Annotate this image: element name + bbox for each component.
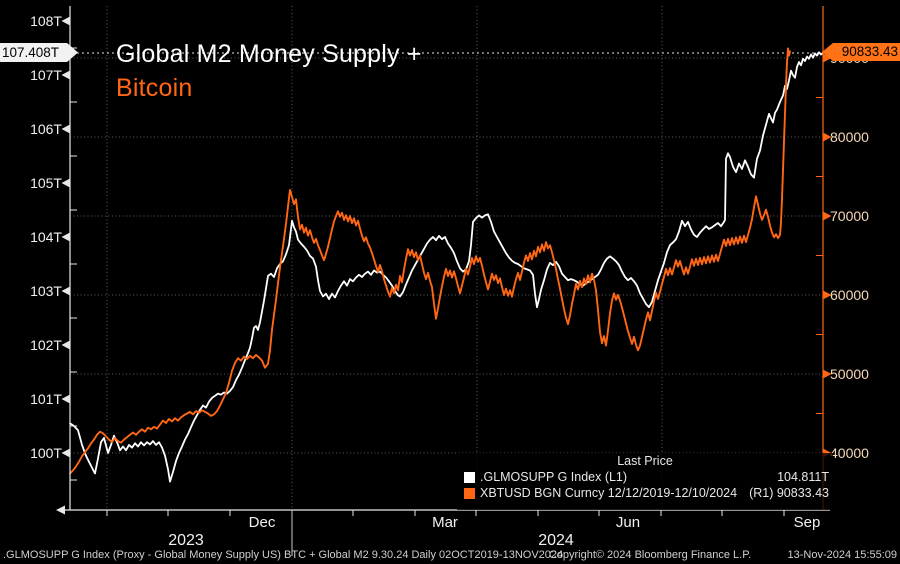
x-axis-start-arrow-icon (56, 505, 65, 515)
legend-value: 104.811T (777, 470, 829, 484)
legend-row-glmosupp[interactable]: .GLMOSUPP G Index (L1) 104.811T (457, 469, 833, 485)
left-axis-tick-arrow-icon (61, 340, 70, 350)
chart-title-line1: Global M2 Money Supply + (116, 40, 422, 68)
right-axis-tick-label: 70000 (830, 208, 869, 224)
legend-header: Last Price (617, 454, 673, 468)
status-bar-copyright: Copyright© 2024 Bloomberg Finance L.P. (548, 549, 752, 561)
x-axis-month-label: Sep (793, 514, 821, 531)
legend-row-xbtusd[interactable]: XBTUSD BGN Curncy 12/12/2019-12/10/2024 … (457, 485, 833, 501)
right-axis-tick-arrow-icon (823, 290, 832, 300)
left-axis-tick-arrow-icon (61, 286, 70, 296)
white-series-swatch-icon (464, 471, 475, 483)
right-axis-tick-label: 40000 (830, 445, 869, 461)
left-last-price-box: 107.408T (0, 43, 78, 62)
left-axis-tick-label: 100T (30, 445, 62, 461)
right-last-price-box: 90833.43 (822, 43, 900, 61)
left-axis-tick-arrow-icon (61, 232, 70, 242)
right-axis-tick-label: 60000 (830, 287, 869, 303)
left-axis-tick-label: 102T (30, 337, 62, 353)
left-axis-tick-arrow-icon (61, 394, 70, 404)
legend-value: (R1) 90833.43 (749, 486, 829, 500)
right-axis-tick-arrow-icon (823, 211, 832, 221)
x-axis-year-label: 2024 (538, 532, 574, 549)
status-bar-timestamp: 13-Nov-2024 15:55:09 (787, 549, 897, 561)
right-axis-tick-arrow-icon (823, 132, 832, 142)
left-axis-tick-arrow-icon (61, 448, 70, 458)
chart-title-line2: Bitcoin (116, 74, 193, 102)
x-axis-month-label: Dec (248, 514, 276, 531)
legend-panel: Last Price .GLMOSUPP G Index (L1) 104.81… (457, 453, 833, 510)
x-axis-month-label: Mar (432, 514, 458, 531)
legend-label: XBTUSD BGN Curncy 12/12/2019-12/10/2024 (480, 486, 738, 500)
right-axis-tick-label: 50000 (830, 366, 869, 382)
orange-series-swatch-icon (464, 487, 475, 499)
left-axis-tick-arrow-icon (61, 178, 70, 188)
right-axis-tick-arrow-icon (823, 53, 832, 63)
left-axis-tick-label: 107T (30, 67, 62, 83)
left-axis-tick-label: 103T (30, 283, 62, 299)
left-axis-tick-label: 101T (30, 391, 62, 407)
orange-bitcoin-series-line (69, 47, 791, 475)
left-axis-tick-label: 104T (30, 229, 62, 245)
left-axis-tick-label: 108T (30, 13, 62, 29)
legend-label: .GLMOSUPP G Index (L1) (480, 470, 628, 484)
left-axis-tick-arrow-icon (61, 124, 70, 134)
left-axis-tick-arrow-icon (61, 70, 70, 80)
white-m2-series-line (69, 51, 824, 483)
x-axis-year-label: 2023 (168, 532, 204, 549)
left-axis-tick-label: 105T (30, 175, 62, 191)
left-axis-tick-arrow-icon (61, 16, 70, 26)
x-axis-month-label: Jun (615, 514, 641, 531)
right-axis-tick-label: 80000 (830, 129, 869, 145)
status-bar: .GLMOSUPP G Index (Proxy - Global Money … (0, 548, 900, 564)
left-axis-tick-label: 106T (30, 121, 62, 137)
right-axis-tick-arrow-icon (823, 369, 832, 379)
status-bar-series-description: .GLMOSUPP G Index (Proxy - Global Money … (3, 549, 564, 561)
